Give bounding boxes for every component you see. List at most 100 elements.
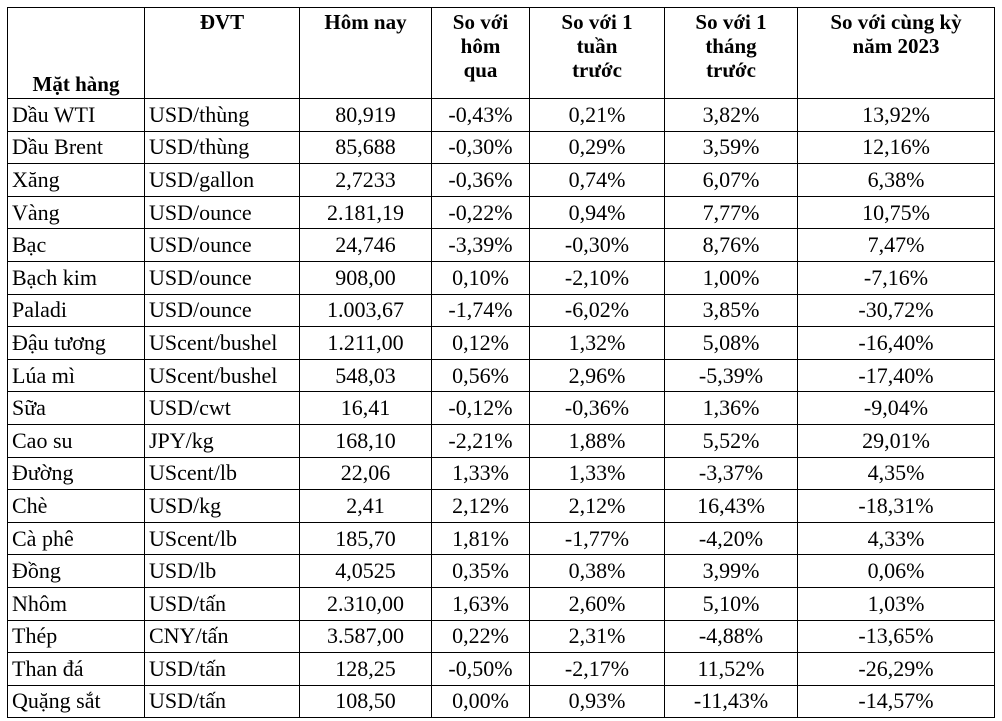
table-cell: 0,12% <box>431 326 530 360</box>
table-cell: 3,99% <box>664 554 798 588</box>
header-line: ĐVT <box>199 10 245 34</box>
price-table: Mặt hàng ĐVT Hôm nay So với hôm qua So với 1 tu… <box>7 7 995 719</box>
header-line: năm 2023 <box>852 34 940 58</box>
table-cell: 548,03 <box>299 358 432 393</box>
table-cell: 168,10 <box>299 423 432 458</box>
table-cell: 1,33% <box>529 456 665 491</box>
table-cell: CNY/tấn <box>144 619 300 654</box>
table-cell: 0,56% <box>431 358 530 393</box>
table-cell: -9,04% <box>797 391 995 425</box>
table-cell: 0,06% <box>797 554 995 588</box>
table-cell: Đậu tương <box>7 326 145 360</box>
table-cell: JPY/kg <box>144 423 300 458</box>
table-cell: 6,38% <box>797 163 995 197</box>
table-cell: 80,919 <box>299 98 432 132</box>
table-cell: 8,76% <box>664 228 798 262</box>
table-cell: 2,96% <box>529 358 665 393</box>
table-cell: -11,43% <box>664 684 798 719</box>
table-cell: 1,00% <box>664 260 798 295</box>
table-cell: 3,82% <box>664 98 798 132</box>
table-cell: -14,57% <box>797 684 995 719</box>
table-cell: Vàng <box>7 195 145 230</box>
table-cell: 5,08% <box>664 326 798 360</box>
table-cell: 2,31% <box>529 619 665 654</box>
table-row: Đường UScent/lb 22,06 1,33% 1,33% -3,37% 4,35% <box>7 456 995 491</box>
table-cell: 4,33% <box>797 521 995 556</box>
header-cell: Hôm nay <box>299 7 432 99</box>
table-cell: 1.003,67 <box>299 293 432 328</box>
table-cell: 5,10% <box>664 586 798 621</box>
table-cell: 7,77% <box>664 195 798 230</box>
table-cell: 2,12% <box>529 489 665 523</box>
header-line: So với <box>452 10 509 34</box>
table-cell: -2,10% <box>529 260 665 295</box>
table-cell: 5,52% <box>664 423 798 458</box>
table-cell: USD/gallon <box>144 163 300 197</box>
table-cell: 16,41 <box>299 391 432 425</box>
table-cell: UScent/lb <box>144 456 300 491</box>
table-row: Dầu Brent USD/thùng 85,688 -0,30% 0,29% 3,59%… <box>7 130 995 165</box>
table-row: Vàng USD/ounce 2.181,19 -0,22% 0,94% 7,77% 10,… <box>7 195 995 230</box>
table-cell: 0,38% <box>529 554 665 588</box>
table-cell: 10,75% <box>797 195 995 230</box>
table-row: Chè USD/kg 2,41 2,12% 2,12% 16,43% -18,31% <box>7 489 995 523</box>
table-cell: -0,12% <box>431 391 530 425</box>
table-cell: -0,30% <box>529 228 665 262</box>
table-cell: 7,47% <box>797 228 995 262</box>
table-cell: Sữa <box>7 391 145 425</box>
table-cell: 0,74% <box>529 163 665 197</box>
header-line: Hôm nay <box>324 10 407 34</box>
table-cell: 1,36% <box>664 391 798 425</box>
table-body: Dầu WTI USD/thùng 80,919 -0,43% 0,21% 3,82% 13… <box>7 98 995 719</box>
table-cell: Đồng <box>7 554 145 588</box>
table-cell: USD/tấn <box>144 684 300 719</box>
header-line: Mặt hàng <box>32 72 120 96</box>
table-cell: 12,16% <box>797 130 995 165</box>
header-line: qua <box>463 58 498 82</box>
table-cell: Dầu Brent <box>7 130 145 165</box>
table-row: Cà phê UScent/lb 185,70 1,81% -1,77% -4,20% 4,… <box>7 521 995 556</box>
header-line: So với 1 <box>561 10 633 34</box>
table-cell: -0,36% <box>529 391 665 425</box>
table-cell: USD/ounce <box>144 293 300 328</box>
header-line: So với 1 <box>695 10 767 34</box>
table-cell: Paladi <box>7 293 145 328</box>
table-cell: 11,52% <box>664 652 798 686</box>
table-cell: -4,20% <box>664 521 798 556</box>
table-cell: 3.587,00 <box>299 619 432 654</box>
table-cell: USD/ounce <box>144 195 300 230</box>
table-cell: 108,50 <box>299 684 432 719</box>
table-cell: Dầu WTI <box>7 98 145 132</box>
header-line: hôm <box>460 34 501 58</box>
table-cell: -1,77% <box>529 521 665 556</box>
table-cell: Than đá <box>7 652 145 686</box>
header-cell: So với cùng kỳ năm 2023 <box>797 7 995 99</box>
table-cell: USD/cwt <box>144 391 300 425</box>
table-row: Sữa USD/cwt 16,41 -0,12% -0,36% 1,36% -9,04% <box>7 391 995 425</box>
table-row: Dầu WTI USD/thùng 80,919 -0,43% 0,21% 3,82% 13… <box>7 98 995 132</box>
table-cell: 22,06 <box>299 456 432 491</box>
table-cell: 2,12% <box>431 489 530 523</box>
table-cell: 0,35% <box>431 554 530 588</box>
table-cell: 2.181,19 <box>299 195 432 230</box>
table-cell: USD/ounce <box>144 260 300 295</box>
table-cell: Đường <box>7 456 145 491</box>
table-cell: Cao su <box>7 423 145 458</box>
table-cell: -6,02% <box>529 293 665 328</box>
table-cell: 13,92% <box>797 98 995 132</box>
table-cell: USD/tấn <box>144 586 300 621</box>
table-cell: 3,59% <box>664 130 798 165</box>
table-cell: USD/tấn <box>144 652 300 686</box>
table-row: Đồng USD/lb 4,0525 0,35% 0,38% 3,99% 0,06% <box>7 554 995 588</box>
table-cell: -1,74% <box>431 293 530 328</box>
table-cell: Lúa mì <box>7 358 145 393</box>
table-cell: 0,29% <box>529 130 665 165</box>
table-cell: 1,81% <box>431 521 530 556</box>
table-row: Lúa mì UScent/bushel 548,03 0,56% 2,96% -5,39… <box>7 358 995 393</box>
table-cell: UScent/lb <box>144 521 300 556</box>
table-cell: Nhôm <box>7 586 145 621</box>
table-cell: -5,39% <box>664 358 798 393</box>
table-cell: 2,41 <box>299 489 432 523</box>
table-row: Xăng USD/gallon 2,7233 -0,36% 0,74% 6,07% 6,38… <box>7 163 995 197</box>
